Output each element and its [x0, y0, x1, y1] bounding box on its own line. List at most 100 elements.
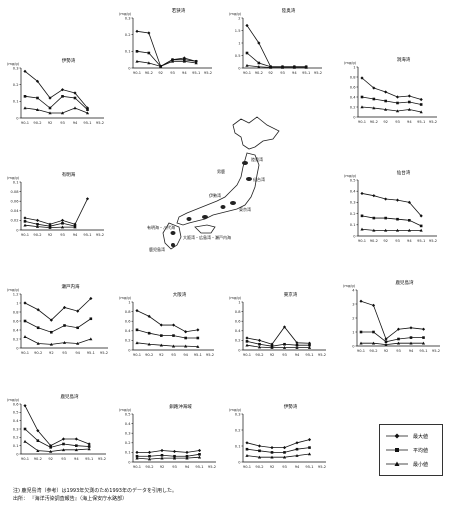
data-point — [89, 337, 93, 341]
data-point — [360, 95, 364, 99]
series-group — [245, 438, 312, 450]
series-line — [136, 310, 198, 333]
data-point — [172, 449, 177, 454]
chart-title: 伊勢湾 — [284, 403, 298, 410]
data-point — [197, 455, 202, 459]
x-tick-label: 90-2 — [145, 71, 153, 75]
x-tick-label: 94 — [407, 239, 412, 243]
data-point — [159, 343, 163, 347]
series-line — [136, 30, 197, 67]
x-tick-label: 95-2 — [96, 121, 104, 125]
data-point — [257, 65, 261, 69]
x-tick-label: 95-1 — [305, 353, 313, 357]
data-point — [384, 337, 388, 341]
legend-label: 最小値 — [413, 461, 428, 468]
x-tick-label: 95-2 — [314, 71, 322, 75]
hokkaido-shape — [232, 116, 280, 150]
data-point — [85, 197, 90, 201]
series-line — [24, 298, 92, 321]
data-point — [372, 97, 376, 101]
y-axis-unit: (mg/g) — [229, 408, 242, 412]
data-point — [384, 228, 388, 232]
data-point — [171, 323, 176, 327]
x-tick-label: 90-1 — [243, 465, 251, 469]
data-point — [360, 214, 364, 218]
chart-axes — [356, 290, 440, 347]
chart-svg: 瀬戸内海 (mg/g) 0 0.2 0.4 0.6 0.8 1 1.2 90-1 90-2 92 93 9… — [7, 283, 108, 355]
data-point — [61, 95, 64, 98]
data-point — [35, 225, 40, 228]
y-axis-unit: (mg/g) — [119, 12, 132, 16]
data-point — [282, 325, 287, 329]
data-point — [148, 454, 151, 458]
data-point — [62, 305, 67, 310]
data-point — [23, 301, 27, 305]
data-point — [23, 427, 27, 431]
series-group — [135, 328, 200, 340]
data-point — [48, 106, 52, 110]
source-note: 出所： 『海洋汚染調査報告』（海上保安庁水路部） — [13, 496, 128, 502]
data-point — [85, 106, 90, 110]
chart-svg: 大阪湾 (mg/g) 0 0.2 0.4 0.6 0.8 1 90-1 90-2 92 93 94 95-… — [119, 291, 214, 357]
data-point — [50, 330, 53, 334]
y-tick-label: 0 — [16, 116, 19, 120]
series-group — [360, 105, 423, 114]
y-tick-label: 1.5 — [235, 29, 241, 33]
data-point — [147, 331, 151, 335]
chart-svg: 鹿児島湾 (mg/g) 0 0.1 0.2 0.3 0.4 0.5 0.6 90-1 90-2 92 9… — [7, 393, 106, 461]
y-tick-label: 0.08 — [10, 190, 19, 194]
chart-title: 鹿児島湾 — [61, 393, 79, 400]
series-line — [361, 228, 422, 231]
x-tick-label: 90-2 — [255, 465, 263, 469]
y-tick-label: 0.6 — [13, 319, 19, 323]
y-tick-label: 0 — [16, 228, 19, 232]
y-axis-unit: (mg/g) — [343, 284, 356, 288]
x-tick-label: 90-2 — [370, 120, 378, 124]
x-tick-label: 92 — [49, 351, 54, 355]
y-tick-label: 0.2 — [125, 441, 131, 445]
x-tick-label: 95-1 — [85, 457, 93, 461]
x-tick-label: 93 — [171, 353, 176, 357]
x-tick-label: 90-1 — [21, 351, 29, 355]
x-tick-label: 90-1 — [21, 121, 29, 125]
x-tick-label: 92 — [383, 120, 388, 124]
x-tick-label: 90-2 — [34, 351, 42, 355]
chart-panel: 若狭湾 (mg/g) 0 0.1 0.2 0.3 90-1 90-2 92 93 94 95-1 95-… — [118, 6, 214, 78]
y-tick-label: 0.2 — [13, 337, 19, 341]
y-tick-label: 0 — [238, 66, 241, 70]
kyushu-shape — [162, 222, 182, 250]
y-axis-unit: (mg/g) — [229, 296, 242, 300]
x-tick-label: 92 — [48, 121, 53, 125]
data-point — [61, 437, 66, 441]
series-group — [245, 51, 308, 69]
series-line — [136, 342, 198, 348]
data-point — [160, 453, 164, 457]
data-point — [86, 108, 89, 111]
chart-title: 洞海湾 — [397, 56, 411, 63]
data-point — [245, 23, 249, 28]
y-tick-label: 0.1 — [235, 444, 241, 448]
data-point — [49, 446, 52, 449]
legend-item: 最大値 — [386, 433, 428, 440]
data-point — [245, 447, 249, 451]
series-line — [136, 60, 197, 67]
honshu-shape — [176, 152, 260, 226]
chart-panel: 東京湾 (mg/g) 0 0.2 0.4 0.6 0.8 1 90-1 90-2 92 93 94 95-… — [228, 290, 328, 360]
data-point — [282, 446, 287, 450]
data-point — [198, 453, 201, 456]
y-tick-label: 0.02 — [10, 219, 18, 223]
data-point — [196, 336, 200, 340]
map-label: 男鹿 — [217, 168, 225, 174]
chart-svg: 伊勢湾 (mg/g) 0 0.1 0.2 0.3 90-1 90-2 92 93 94 95-1 95-… — [229, 403, 326, 469]
series-group — [135, 455, 202, 461]
data-point — [257, 345, 262, 349]
x-tick-label: 95-2 — [318, 353, 326, 357]
data-point — [23, 220, 27, 223]
x-tick-label: 93 — [60, 233, 65, 237]
data-point — [147, 450, 152, 454]
y-tick-label: 1 — [128, 300, 130, 304]
data-point — [185, 454, 189, 458]
x-tick-label: 92 — [270, 465, 275, 469]
data-point — [87, 447, 91, 451]
x-tick-label: 95-2 — [429, 239, 437, 243]
